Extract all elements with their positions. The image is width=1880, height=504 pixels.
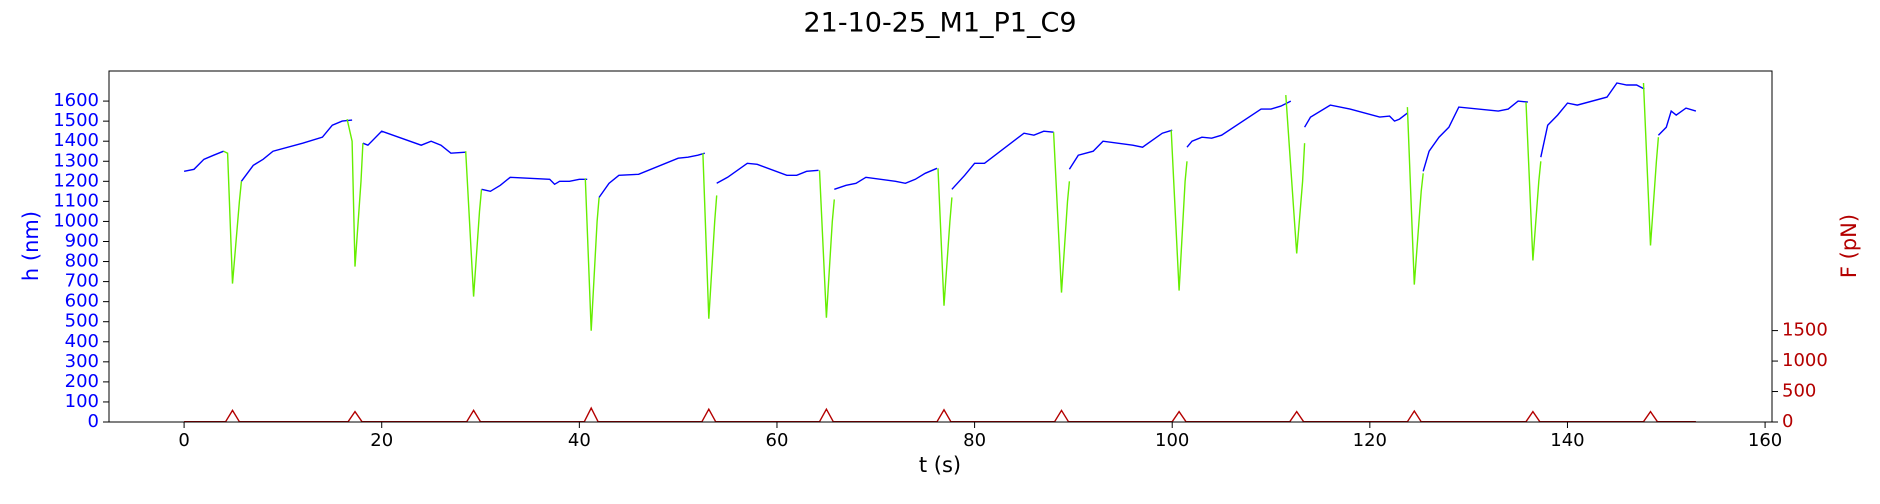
y-tick-label: 200: [65, 371, 99, 392]
y-tick-label: 700: [65, 271, 99, 292]
data-line: [223, 82, 1660, 331]
y-tick-label: 1600: [53, 90, 99, 111]
data-line: [183, 82, 1697, 198]
x-tick-label: 140: [1550, 430, 1584, 451]
x-tick-label: 160: [1748, 430, 1782, 451]
y-tick-label: 1300: [53, 150, 99, 171]
y-tick-label: 1200: [53, 170, 99, 191]
data-line: [184, 406, 1696, 423]
y-tick-label: 0: [88, 411, 99, 432]
y2-tick-label: 0: [1782, 411, 1793, 432]
y-tick-label: 400: [65, 331, 99, 352]
plot-frame: [108, 70, 1773, 423]
x-axis-label: t (s): [919, 453, 961, 477]
y-tick-label: 500: [65, 311, 99, 332]
y-tick-label: 100: [65, 391, 99, 412]
chart-title: 21-10-25_M1_P1_C9: [803, 8, 1076, 39]
x-tick-label: 60: [766, 430, 789, 451]
y2-tick-label: 1500: [1782, 320, 1828, 341]
y2-tick-label: 1000: [1782, 350, 1828, 371]
x-tick-label: 80: [963, 430, 986, 451]
y-tick-label: 600: [65, 291, 99, 312]
y-tick-label: 1000: [53, 210, 99, 231]
y-tick-label: 900: [65, 230, 99, 251]
y-tick-label: 1500: [53, 110, 99, 131]
y-axis-label: h (nm): [19, 211, 43, 281]
y2-tick-label: 500: [1782, 381, 1816, 402]
y-tick-label: 300: [65, 351, 99, 372]
y-tick-label: 1400: [53, 130, 99, 151]
x-tick-label: 40: [568, 430, 591, 451]
y2-axis-label: F (pN): [1837, 214, 1861, 278]
x-tick-label: 20: [370, 430, 393, 451]
x-tick-label: 0: [178, 430, 189, 451]
x-tick-label: 120: [1353, 430, 1387, 451]
x-tick-label: 100: [1155, 430, 1189, 451]
y-tick-label: 1100: [53, 190, 99, 211]
y-tick-label: 800: [65, 251, 99, 272]
